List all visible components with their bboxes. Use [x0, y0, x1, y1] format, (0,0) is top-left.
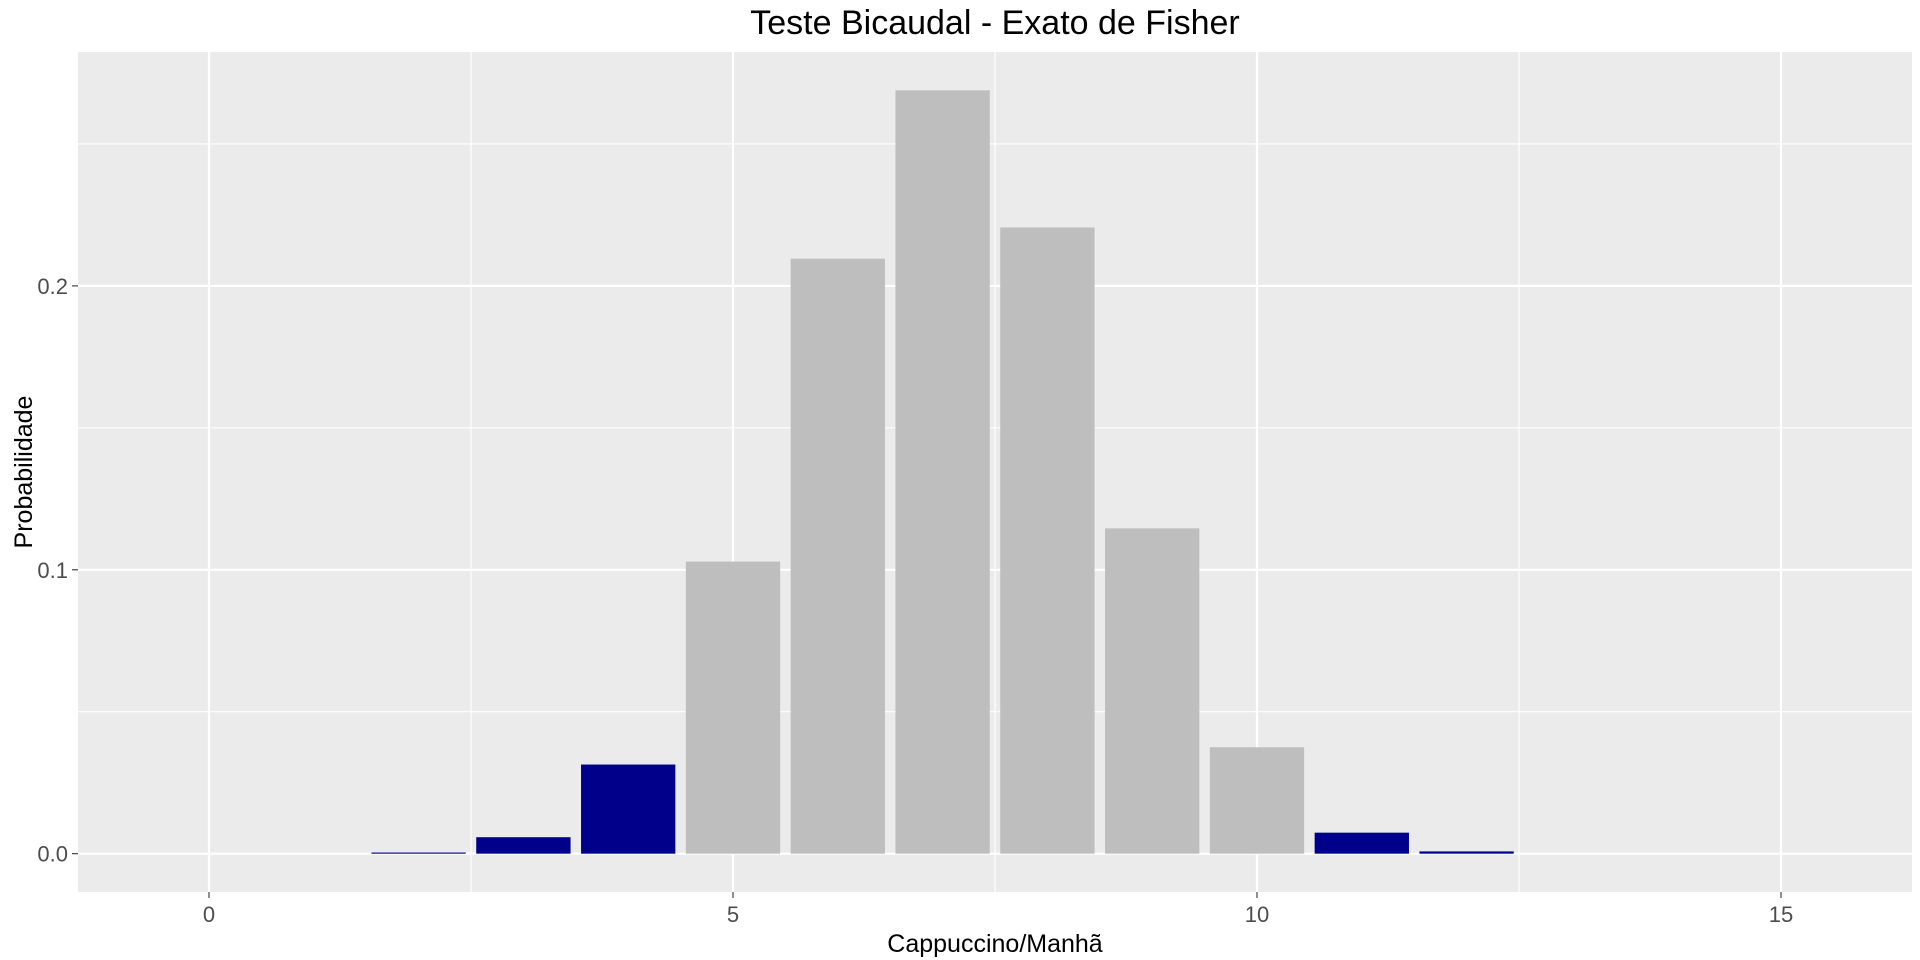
minor-gridlines	[78, 52, 1912, 892]
bar-6	[790, 258, 885, 854]
chart-title: Teste Bicaudal - Exato de Fisher	[750, 4, 1239, 42]
bar-9	[1105, 528, 1200, 854]
bar-11	[1314, 832, 1409, 854]
bar-8	[1000, 227, 1095, 854]
bar-10	[1209, 747, 1305, 854]
x-axis-label: Cappuccino/Manhã	[887, 930, 1103, 958]
y-tick-label: 0.1	[37, 558, 68, 583]
x-tick-label: 15	[1769, 902, 1793, 927]
bar-2	[371, 852, 466, 854]
bar-12	[1419, 851, 1514, 854]
y-axis-label: Probabilidade	[10, 396, 38, 549]
major-gridlines	[78, 52, 1912, 892]
bars	[371, 90, 1514, 854]
x-tick-label: 0	[203, 902, 215, 927]
bar-5	[685, 561, 781, 854]
bar-7	[895, 90, 990, 854]
bar-3	[476, 837, 571, 854]
x-axis-ticks: 0 5 10 15	[203, 892, 1793, 927]
x-tick-label: 10	[1245, 902, 1269, 927]
y-axis-ticks: 0.0 0.1 0.2	[37, 274, 78, 867]
x-tick-label: 5	[727, 902, 739, 927]
bar-4	[581, 764, 676, 854]
y-tick-label: 0.2	[37, 274, 68, 299]
y-tick-label: 0.0	[37, 842, 68, 867]
